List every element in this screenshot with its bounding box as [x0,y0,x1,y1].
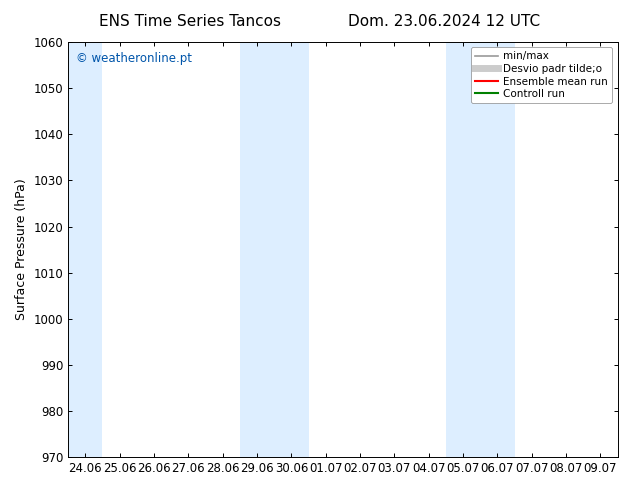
Bar [240,42,309,457]
Bar [68,42,102,457]
Text: © weatheronline.pt: © weatheronline.pt [77,52,192,66]
Text: ENS Time Series Tancos: ENS Time Series Tancos [99,14,281,29]
Legend: min/max, Desvio padr tilde;o, Ensemble mean run, Controll run: min/max, Desvio padr tilde;o, Ensemble m… [471,47,612,103]
Bar [446,42,515,457]
Text: Dom. 23.06.2024 12 UTC: Dom. 23.06.2024 12 UTC [347,14,540,29]
Y-axis label: Surface Pressure (hPa): Surface Pressure (hPa) [15,179,28,320]
